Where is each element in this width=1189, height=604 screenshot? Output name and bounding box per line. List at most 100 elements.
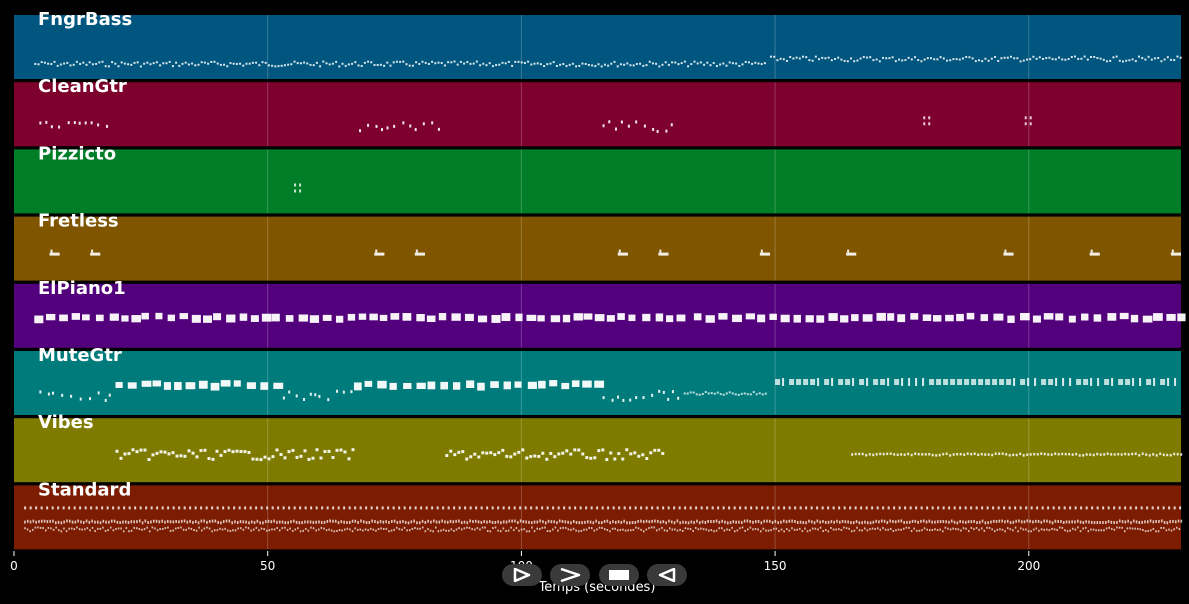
note (152, 380, 162, 387)
note (203, 527, 206, 530)
note (810, 379, 816, 385)
note (34, 526, 37, 529)
note (1024, 122, 1027, 126)
note (738, 520, 740, 524)
note (447, 529, 450, 532)
note (872, 59, 875, 62)
note (657, 448, 661, 452)
note (265, 529, 268, 532)
note (211, 457, 215, 461)
stop-button[interactable] (599, 564, 639, 586)
note (661, 63, 664, 66)
note (376, 520, 379, 524)
note (782, 519, 785, 523)
note (1051, 527, 1053, 530)
note (90, 121, 93, 125)
note (827, 506, 830, 510)
note (921, 529, 923, 532)
note (531, 526, 533, 529)
note (1119, 312, 1129, 320)
note (765, 529, 767, 532)
note (102, 519, 105, 523)
note (665, 129, 668, 133)
note (488, 62, 491, 65)
note (970, 520, 973, 524)
note (312, 64, 315, 67)
note (862, 314, 873, 322)
note (642, 530, 645, 533)
note (718, 527, 720, 530)
rewind-button[interactable] (647, 564, 687, 586)
note (1078, 454, 1081, 457)
note (640, 519, 642, 523)
note (55, 526, 57, 529)
note (624, 529, 627, 532)
note (944, 526, 947, 529)
note (937, 506, 940, 510)
note (239, 520, 242, 524)
note (882, 526, 884, 529)
note (536, 520, 539, 524)
note (77, 519, 79, 523)
note-segment (445, 448, 665, 462)
note (610, 62, 613, 65)
note (278, 529, 281, 532)
note (106, 506, 109, 510)
note (333, 530, 336, 533)
note (1124, 520, 1127, 524)
note (152, 62, 155, 65)
note (1032, 528, 1035, 531)
note (984, 521, 987, 525)
note (299, 454, 303, 458)
note (575, 520, 578, 524)
note (986, 526, 988, 529)
note (936, 379, 942, 385)
note (53, 60, 56, 63)
note (281, 520, 284, 524)
note (481, 451, 485, 455)
note (953, 520, 956, 524)
forward-button[interactable] (550, 564, 590, 586)
note (1144, 520, 1146, 524)
note (827, 520, 830, 524)
note (388, 530, 390, 533)
note (1074, 520, 1076, 524)
note (46, 506, 49, 510)
note (984, 453, 987, 456)
note (216, 506, 219, 510)
x-tick-label: 200 (1017, 559, 1040, 573)
note (155, 61, 158, 64)
note (1176, 452, 1179, 456)
note (651, 506, 654, 510)
note (824, 528, 827, 531)
note (1166, 56, 1169, 59)
note (642, 64, 645, 67)
note (35, 506, 38, 510)
note (970, 452, 973, 456)
note (824, 379, 830, 385)
note (154, 527, 156, 530)
note (121, 315, 129, 322)
note (687, 521, 690, 525)
note (271, 455, 275, 459)
note (197, 63, 200, 66)
note (935, 454, 938, 457)
note (623, 506, 626, 510)
note-segment (617, 249, 628, 256)
note (331, 62, 334, 65)
note (65, 530, 68, 533)
note (151, 453, 155, 457)
note (585, 456, 589, 460)
note (175, 454, 179, 458)
note (310, 526, 312, 529)
note (403, 526, 406, 529)
note (527, 60, 530, 63)
note (139, 65, 142, 68)
note (108, 520, 110, 524)
note (375, 124, 378, 128)
play-button[interactable] (502, 564, 542, 586)
note (766, 506, 769, 510)
note (896, 453, 899, 457)
note (922, 519, 925, 523)
note (485, 451, 489, 455)
